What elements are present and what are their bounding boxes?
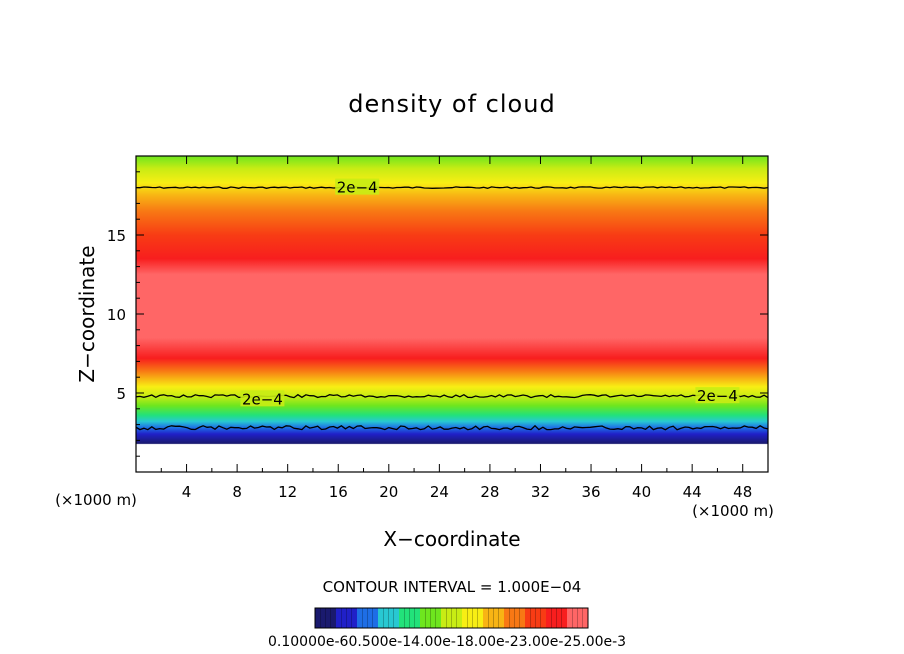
- x-tick-label: 36: [581, 483, 600, 501]
- contour-upper: [136, 186, 768, 189]
- contour-label-bg: [695, 387, 740, 404]
- contour-label-bg: [240, 390, 285, 407]
- contour-label: 2e−4: [697, 387, 738, 405]
- y-tick-label: 10: [107, 306, 126, 324]
- x-tick-label: 40: [632, 483, 651, 501]
- x-tick-label: 48: [733, 483, 752, 501]
- x-unit-right: (×1000 m): [692, 502, 774, 520]
- chart-title: density of cloud: [348, 90, 555, 118]
- colorbar: [315, 608, 589, 628]
- contour-label-bg: [335, 178, 380, 195]
- x-unit-left: (×1000 m): [55, 491, 137, 509]
- contour-label: 2e−4: [337, 179, 378, 197]
- x-axis-ticks: 4 8 12 16 20 24 28 32 36 40 44 48: [160, 156, 752, 501]
- colorbar-tick-labels: 0.10000e-60.500e-14.00e-18.00e-23.00e-25…: [268, 634, 626, 650]
- contour-label: 2e−4: [242, 390, 283, 408]
- y-tick-label: 15: [107, 227, 126, 245]
- x-tick-label: 32: [531, 483, 550, 501]
- contour-interval-text: CONTOUR INTERVAL = 1.000E−04: [323, 578, 582, 596]
- x-tick-label: 44: [683, 483, 702, 501]
- x-tick-label: 20: [379, 483, 398, 501]
- x-tick-label: 24: [430, 483, 449, 501]
- colorbar-frame: [314, 607, 589, 629]
- x-tick-label: 8: [232, 483, 242, 501]
- x-tick-label: 28: [480, 483, 499, 501]
- y-tick-label: 5: [116, 385, 126, 403]
- contour-lowest: [136, 424, 768, 431]
- x-axis-label: X−coordinate: [383, 527, 520, 551]
- x-tick-label: 12: [278, 483, 297, 501]
- contour-labels: 2e−4 2e−4 2e−4: [240, 178, 740, 408]
- x-tick-label: 16: [329, 483, 348, 501]
- y-axis-ticks: 5 10 15: [107, 171, 768, 457]
- x-tick-label: 4: [182, 483, 192, 501]
- cloud-density-field: [136, 156, 768, 472]
- y-axis-label: Z−coordinate: [75, 245, 99, 382]
